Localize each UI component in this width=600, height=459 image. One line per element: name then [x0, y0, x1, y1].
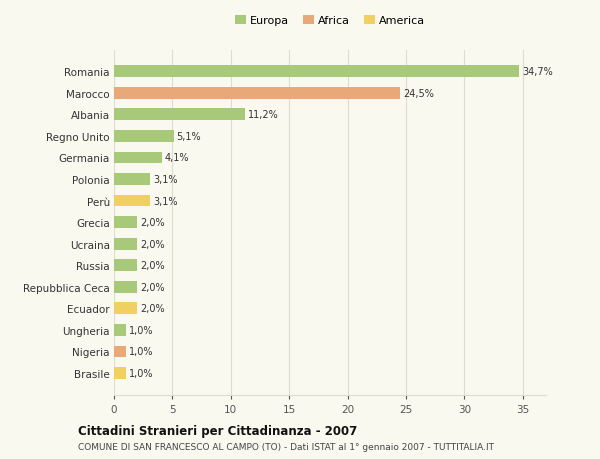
Text: 24,5%: 24,5% — [403, 89, 434, 99]
Bar — [114, 109, 245, 121]
Text: 2,0%: 2,0% — [140, 239, 165, 249]
Text: COMUNE DI SAN FRANCESCO AL CAMPO (TO) - Dati ISTAT al 1° gennaio 2007 - TUTTITAL: COMUNE DI SAN FRANCESCO AL CAMPO (TO) - … — [78, 442, 494, 451]
Bar — [114, 217, 137, 229]
Text: 1,0%: 1,0% — [128, 368, 153, 378]
Bar — [114, 281, 137, 293]
Text: 34,7%: 34,7% — [522, 67, 553, 77]
Text: 2,0%: 2,0% — [140, 218, 165, 228]
Bar — [114, 260, 137, 272]
Bar — [114, 131, 173, 142]
Bar — [114, 152, 162, 164]
Text: 1,0%: 1,0% — [128, 347, 153, 357]
Text: 3,1%: 3,1% — [153, 196, 178, 206]
Bar — [114, 174, 150, 185]
Bar — [114, 346, 125, 358]
Bar — [114, 66, 519, 78]
Text: Cittadini Stranieri per Cittadinanza - 2007: Cittadini Stranieri per Cittadinanza - 2… — [78, 425, 357, 437]
Bar — [114, 238, 137, 250]
Text: 2,0%: 2,0% — [140, 282, 165, 292]
Text: 11,2%: 11,2% — [248, 110, 278, 120]
Text: 2,0%: 2,0% — [140, 261, 165, 271]
Text: 5,1%: 5,1% — [176, 132, 201, 141]
Text: 4,1%: 4,1% — [165, 153, 189, 163]
Bar — [114, 367, 125, 379]
Text: 2,0%: 2,0% — [140, 304, 165, 313]
Bar — [114, 88, 400, 100]
Legend: Europa, Africa, America: Europa, Africa, America — [230, 11, 430, 31]
Bar — [114, 303, 137, 314]
Text: 3,1%: 3,1% — [153, 174, 178, 185]
Text: 1,0%: 1,0% — [128, 325, 153, 335]
Bar — [114, 324, 125, 336]
Bar — [114, 195, 150, 207]
